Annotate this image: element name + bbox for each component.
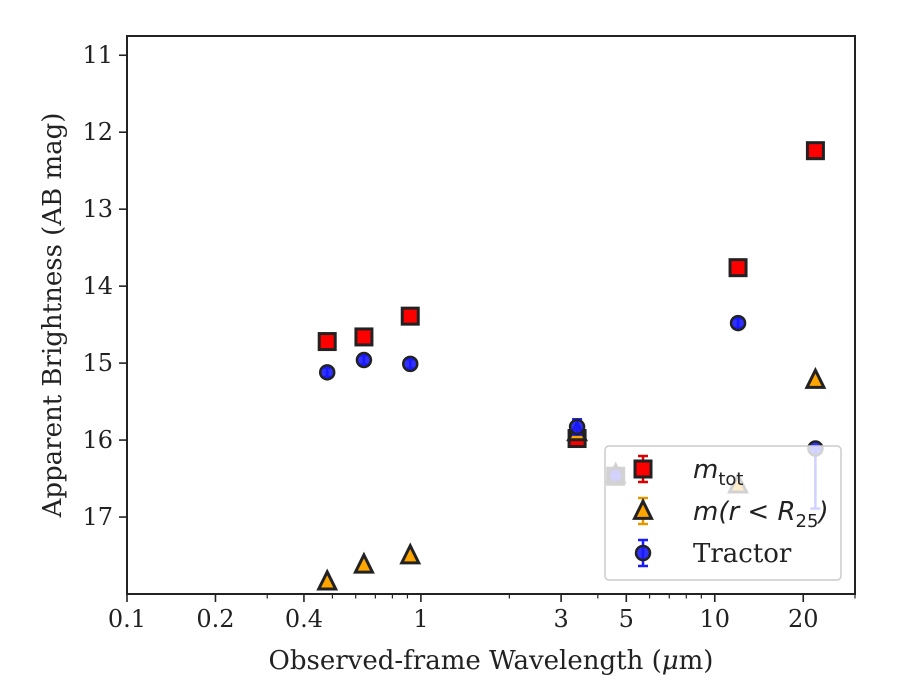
mr25-point [804,366,827,389]
y-tick-label: 13 [82,195,113,223]
mtot-point [354,327,374,347]
legend-mtot-label: mtot [693,455,743,490]
x-tick-label: 5 [619,605,634,633]
tractor-point [355,351,373,369]
x-tick-label: 1 [413,605,428,633]
y-axis-label: Apparent Brightness (AB mag) [38,113,68,519]
y-tick-label: 11 [82,41,113,69]
mr25-point [399,542,422,565]
x-tick-label: 0.4 [285,605,323,633]
plot-frame [126,35,856,595]
mtot-point [728,258,748,278]
mtot-point [805,141,825,161]
legend-mr25-label: m(r < R25) [693,497,829,532]
y-tick-label: 17 [82,503,113,531]
legend-mtot-marker [633,459,653,479]
mtot-point [400,306,420,326]
mr25-point [316,568,339,591]
mtot-point [317,332,337,352]
tractor-point [568,418,586,436]
legend-box [604,445,842,581]
mr25-point [353,551,375,574]
legend-tractor-marker [634,544,652,562]
legend-tractor-label: Tractor [693,539,792,569]
x-tick-label: 0.1 [108,605,146,633]
tractor-point [401,355,419,373]
y-tick-label: 15 [82,349,113,377]
x-tick-label: 20 [788,605,819,633]
x-tick-label: 0.2 [196,605,234,633]
x-tick-label: 3 [553,605,568,633]
tractor-point [729,314,747,332]
y-tick-label: 16 [82,426,113,454]
legend-mr25-marker [632,497,654,520]
x-tick-label: 10 [700,605,731,633]
legend: mtot m(r < R25) Tractor [604,445,842,581]
x-axis-label: Observed-frame Wavelength (μm) [269,646,714,676]
y-tick-label: 12 [82,118,113,146]
y-tick-label: 14 [82,272,113,300]
tractor-point [318,364,336,381]
